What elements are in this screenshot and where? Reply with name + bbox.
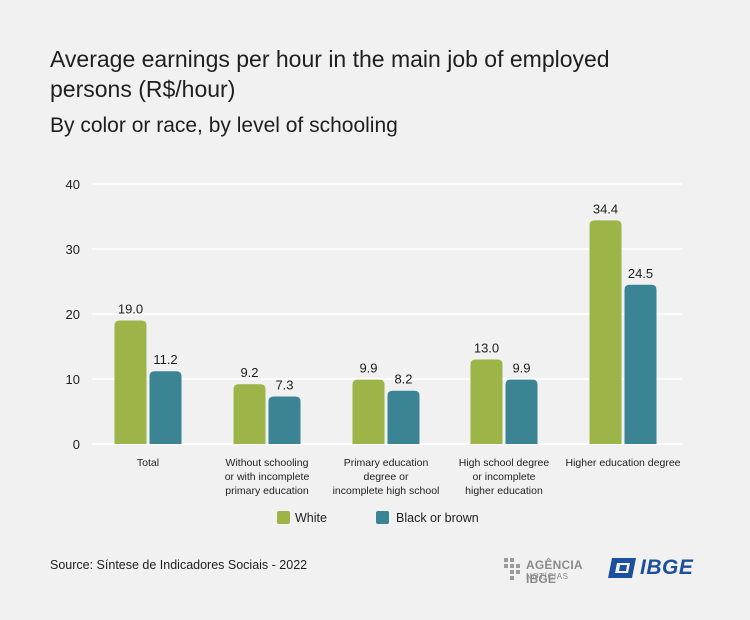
data-label: 9.9	[512, 361, 530, 376]
bar-black-or-brown	[387, 390, 420, 444]
x-tick-label: Primary education	[344, 457, 429, 469]
bar-white	[589, 220, 622, 444]
x-tick-label: or incomplete	[472, 471, 535, 483]
data-label: 9.9	[359, 361, 377, 376]
source-note: Source: Síntese de Indicadores Sociais -…	[50, 558, 308, 572]
bar-black-or-brown	[149, 371, 182, 444]
x-tick-label: incomplete high school	[333, 485, 440, 497]
y-tick-label: 10	[66, 372, 80, 387]
y-tick-label: 40	[66, 177, 80, 192]
bar-black-or-brown	[505, 379, 538, 444]
data-label: 9.2	[240, 365, 258, 380]
data-label: 34.4	[593, 201, 618, 216]
agencia-name: AGÊNCIA IBGE	[526, 558, 583, 586]
x-tick-label: degree or	[364, 471, 409, 483]
chart-subtitle: By color or race, by level of schooling	[50, 114, 398, 137]
legend-swatch	[277, 511, 290, 524]
data-label: 24.5	[628, 266, 653, 281]
ibge-logo: IBGE	[606, 556, 702, 584]
bar-black-or-brown	[268, 396, 301, 444]
data-label: 13.0	[474, 341, 499, 356]
y-tick-label: 30	[66, 242, 80, 257]
x-tick-label: Higher education degree	[566, 457, 681, 469]
x-tick-label: Without schooling	[226, 457, 309, 469]
bar-white	[470, 359, 503, 444]
bar-white	[352, 379, 385, 444]
x-tick-label: higher education	[465, 485, 543, 497]
bar-black-or-brown	[624, 284, 657, 444]
data-label: 8.2	[394, 372, 412, 387]
data-label: 7.3	[275, 378, 293, 393]
bar-chart: 0 10 20 30 40 19.0 9.2 9.9 13.0 34.4 11.2 7.3 8.2 9.9…	[66, 177, 682, 525]
chart-title: Average earnings per hour in the main jo…	[50, 46, 610, 102]
agencia-ibge-logo: AGÊNCIA IBGE NOTÍCIAS	[502, 556, 602, 586]
x-tick-label: High school degree	[459, 457, 550, 469]
y-tick-label: 20	[66, 307, 80, 322]
bar-white	[233, 384, 266, 444]
x-tick-label: Total	[137, 457, 159, 469]
legend-swatch	[376, 511, 389, 524]
data-label: 11.2	[153, 352, 177, 367]
x-tick-label: or with incomplete	[225, 471, 310, 483]
legend-label: Black or brown	[396, 511, 479, 525]
agencia-sub: NOTÍCIAS	[526, 572, 569, 581]
x-tick-label: primary education	[225, 485, 309, 497]
legend-label: White	[295, 511, 327, 525]
y-tick-label: 0	[73, 437, 80, 452]
ibge-mark-icon	[608, 558, 636, 578]
ibge-wordmark: IBGE	[640, 556, 694, 579]
bar-white	[114, 320, 147, 444]
data-label: 19.0	[118, 302, 143, 317]
agencia-mark-icon	[504, 558, 520, 580]
